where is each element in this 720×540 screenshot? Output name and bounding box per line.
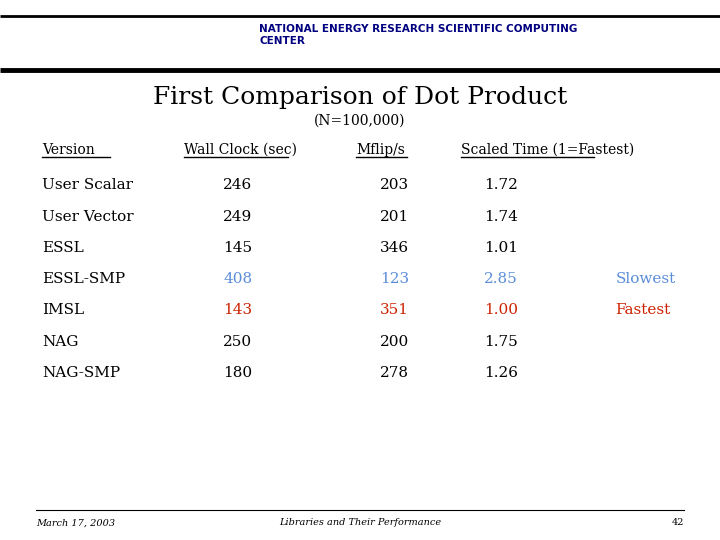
Text: Version: Version xyxy=(42,143,94,157)
Text: 346: 346 xyxy=(380,241,409,255)
Text: 249: 249 xyxy=(223,210,253,224)
Text: 1.72: 1.72 xyxy=(484,178,518,192)
Text: 1.01: 1.01 xyxy=(484,241,518,255)
Text: (N=100,000): (N=100,000) xyxy=(314,113,406,127)
Text: NAG: NAG xyxy=(42,335,78,349)
Text: ESSL-SMP: ESSL-SMP xyxy=(42,272,125,286)
Text: First Comparison of Dot Product: First Comparison of Dot Product xyxy=(153,86,567,110)
Text: 201: 201 xyxy=(380,210,410,224)
Text: 200: 200 xyxy=(380,335,410,349)
Text: Libraries and Their Performance: Libraries and Their Performance xyxy=(279,518,441,528)
Text: NAG-SMP: NAG-SMP xyxy=(42,366,120,380)
Text: 143: 143 xyxy=(223,303,252,318)
Text: User Vector: User Vector xyxy=(42,210,133,224)
Text: 408: 408 xyxy=(223,272,252,286)
Text: Scaled Time (1=Fastest): Scaled Time (1=Fastest) xyxy=(461,143,634,157)
Text: Mflip/s: Mflip/s xyxy=(356,143,405,157)
Text: 1.00: 1.00 xyxy=(484,303,518,318)
Text: 145: 145 xyxy=(223,241,252,255)
Text: Wall Clock (sec): Wall Clock (sec) xyxy=(184,143,297,157)
Text: Slowest: Slowest xyxy=(616,272,676,286)
Text: 123: 123 xyxy=(380,272,409,286)
Text: 180: 180 xyxy=(223,366,252,380)
Text: 42: 42 xyxy=(672,518,684,528)
Text: 250: 250 xyxy=(223,335,252,349)
Text: 1.75: 1.75 xyxy=(484,335,518,349)
Text: NATIONAL ENERGY RESEARCH SCIENTIFIC COMPUTING: NATIONAL ENERGY RESEARCH SCIENTIFIC COMP… xyxy=(259,24,577,35)
Text: User Scalar: User Scalar xyxy=(42,178,132,192)
Text: Fastest: Fastest xyxy=(616,303,671,318)
Text: IMSL: IMSL xyxy=(42,303,84,318)
Text: CENTER: CENTER xyxy=(259,36,305,46)
Text: 351: 351 xyxy=(380,303,409,318)
Text: March 17, 2003: March 17, 2003 xyxy=(36,518,115,528)
Text: 2.85: 2.85 xyxy=(484,272,518,286)
Text: ESSL: ESSL xyxy=(42,241,84,255)
Text: 1.74: 1.74 xyxy=(484,210,518,224)
Text: 278: 278 xyxy=(380,366,409,380)
Text: 203: 203 xyxy=(380,178,409,192)
Text: 246: 246 xyxy=(223,178,253,192)
Text: 1.26: 1.26 xyxy=(484,366,518,380)
